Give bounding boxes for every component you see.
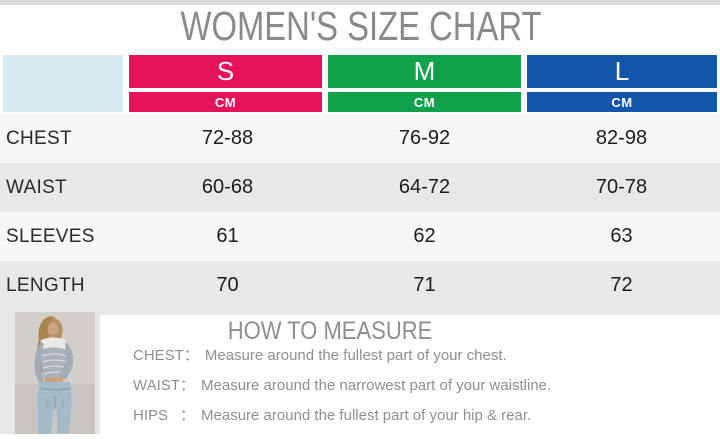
value-cell: 63 bbox=[610, 225, 633, 247]
value-cell: 61 bbox=[216, 225, 239, 247]
size-header-l: L bbox=[527, 55, 717, 88]
value-cell: 62 bbox=[413, 225, 436, 247]
measure-text: Measure around the fullest part of your … bbox=[201, 407, 532, 424]
value-cell: 70 bbox=[216, 274, 239, 296]
how-to-measure-section: HOW TO MEASURE CHEST： Measure around the … bbox=[0, 310, 720, 434]
value-cell: 82-98 bbox=[595, 127, 648, 149]
measure-label: CHEST bbox=[133, 347, 184, 364]
measure-text: Measure around the narrowest part of you… bbox=[201, 377, 552, 394]
measure-label: WAIST bbox=[133, 377, 180, 394]
corner-cell bbox=[3, 55, 123, 112]
model-photo bbox=[15, 312, 95, 434]
value-cell: 60-68 bbox=[201, 176, 254, 198]
row-label: SLEEVES bbox=[6, 225, 95, 247]
measure-colon: ： bbox=[183, 347, 199, 364]
page-title: WOMEN'S SIZE CHART bbox=[180, 3, 542, 49]
measure-item-hips: HIPS ： Measure around the fullest part of … bbox=[133, 404, 531, 425]
measure-item-chest: CHEST： Measure around the fullest part of… bbox=[133, 344, 507, 365]
measure-colon: ： bbox=[180, 407, 196, 424]
unit-cell-l: CM bbox=[527, 92, 717, 112]
value-cell: 72 bbox=[610, 274, 633, 296]
row-label: WAIST bbox=[6, 176, 67, 198]
top-border-strip bbox=[0, 0, 720, 5]
unit-cell-s: CM bbox=[129, 92, 322, 112]
size-header-m: M bbox=[328, 55, 521, 88]
measure-panel: HOW TO MEASURE CHEST： Measure around the … bbox=[100, 315, 720, 434]
table-row-length: LENGTH 70 71 72 bbox=[0, 261, 720, 310]
table-row-sleeves: SLEEVES 61 62 63 bbox=[0, 212, 720, 261]
measure-colon: ： bbox=[180, 377, 196, 394]
unit-cell-m: CM bbox=[328, 92, 521, 112]
row-label: CHEST bbox=[6, 127, 72, 149]
measure-item-waist: WAIST： Measure around the narrowest part … bbox=[133, 374, 551, 395]
value-cell: 76-92 bbox=[398, 127, 451, 149]
measure-label: HIPS bbox=[133, 407, 169, 424]
size-table-body: CHEST 72-88 76-92 82-98 WAIST 60-68 64-7… bbox=[0, 114, 720, 310]
table-row-chest: CHEST 72-88 76-92 82-98 bbox=[0, 114, 720, 163]
size-header-s: S bbox=[129, 55, 322, 88]
value-cell: 64-72 bbox=[398, 176, 451, 198]
row-label: LENGTH bbox=[6, 274, 85, 296]
measure-text: Measure around the fullest part of your … bbox=[204, 347, 507, 364]
how-to-measure-title: HOW TO MEASURE bbox=[227, 317, 433, 345]
table-row-waist: WAIST 60-68 64-72 70-78 bbox=[0, 163, 720, 212]
value-cell: 71 bbox=[413, 274, 436, 296]
value-cell: 72-88 bbox=[201, 127, 254, 149]
size-table-header: S M L CM CM CM bbox=[3, 55, 717, 112]
value-cell: 70-78 bbox=[595, 176, 648, 198]
